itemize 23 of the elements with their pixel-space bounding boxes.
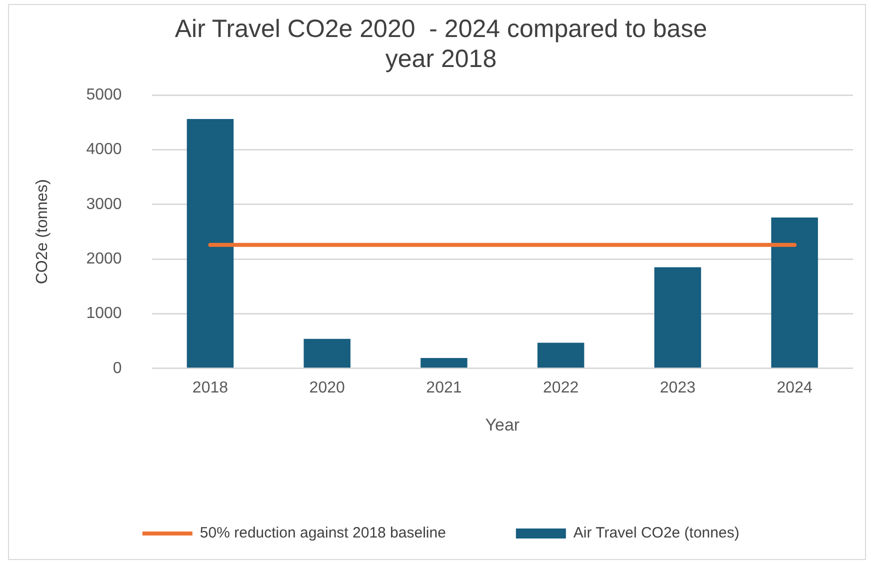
- x-axis-title: Year: [485, 415, 520, 434]
- bar: [186, 119, 234, 368]
- x-tick-label: 2022: [543, 379, 579, 396]
- x-tick-label: 2023: [660, 379, 696, 396]
- bar: [420, 358, 468, 368]
- y-tick-label: 4000: [86, 141, 122, 158]
- y-tick-label: 1000: [86, 305, 122, 322]
- y-axis-title: CO2e (tonnes): [34, 179, 52, 284]
- chart-title: Air Travel CO2e 2020 - 2024 compared to base year 2018: [174, 14, 708, 73]
- x-tick-label: 2024: [776, 379, 812, 396]
- x-tick-label: 2020: [309, 379, 345, 396]
- bar: [654, 267, 702, 368]
- bar: [304, 338, 350, 368]
- y-tick-label: 0: [112, 360, 122, 377]
- bar: [771, 217, 818, 368]
- y-tick-label: 3000: [86, 196, 122, 213]
- y-tick-label: 2000: [86, 250, 122, 268]
- x-tick-label: 2021: [426, 379, 462, 396]
- legend-label: 50% reduction against 2018 baseline: [200, 524, 446, 542]
- x-tick-label: 2018: [192, 379, 228, 396]
- y-tick-label: 5000: [86, 86, 122, 104]
- legend-label: Air Travel CO2e (tonnes): [573, 524, 740, 542]
- bar: [537, 342, 584, 368]
